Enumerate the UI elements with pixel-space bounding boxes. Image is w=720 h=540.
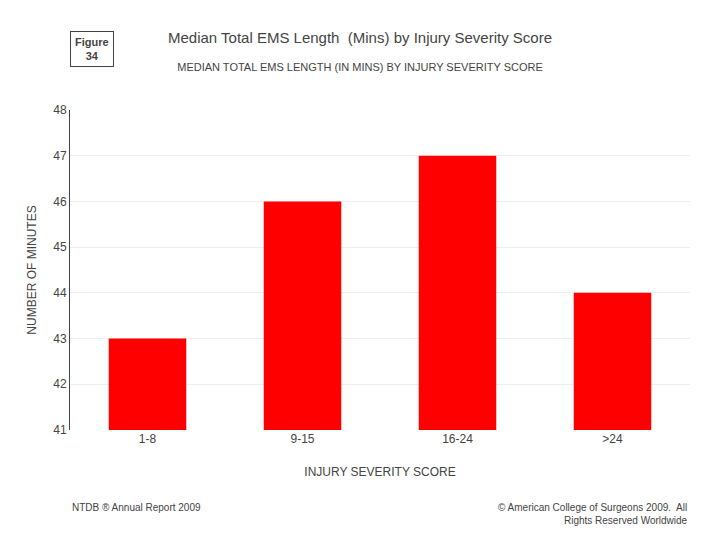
svg-text:47: 47 <box>53 149 67 163</box>
svg-text:NUMBER OF MINUTES: NUMBER OF MINUTES <box>25 205 39 334</box>
svg-text:INJURY SEVERITY SCORE: INJURY SEVERITY SCORE <box>304 465 455 479</box>
svg-text:42: 42 <box>53 377 67 391</box>
svg-text:1-8: 1-8 <box>139 432 157 446</box>
svg-text:Median Total EMS Length (Mins: Median Total EMS Length (Mins) by Injury… <box>168 29 552 46</box>
svg-text:9-15: 9-15 <box>290 432 314 446</box>
svg-text:16-24: 16-24 <box>442 432 473 446</box>
svg-text:43: 43 <box>53 332 67 346</box>
svg-text:>24: >24 <box>602 432 623 446</box>
svg-text:46: 46 <box>53 195 67 209</box>
svg-text:41: 41 <box>53 423 67 437</box>
svg-text:44: 44 <box>53 286 67 300</box>
svg-text:48: 48 <box>53 103 67 117</box>
svg-text:MEDIAN TOTAL EMS LENGTH (IN MI: MEDIAN TOTAL EMS LENGTH (IN MINS) BY INJ… <box>177 61 543 73</box>
svg-text:Figure34: Figure34 <box>75 36 109 62</box>
svg-text:45: 45 <box>53 240 67 254</box>
svg-text:NTDB ® Annual Report 2009: NTDB ® Annual Report 2009 <box>72 502 201 513</box>
svg-text:© American College of Surgeons: © American College of Surgeons 2009. All… <box>498 502 688 526</box>
